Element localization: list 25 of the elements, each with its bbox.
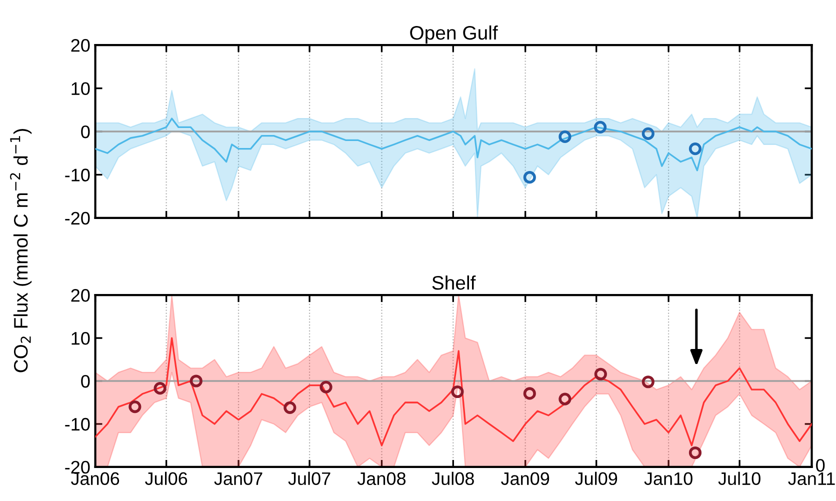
x-tick-label: Jan10 bbox=[644, 472, 692, 486]
y-tick-label: -20 bbox=[65, 460, 90, 474]
x-tick-label: Jul08 bbox=[432, 472, 474, 486]
y-tick-label: 0 bbox=[81, 125, 90, 138]
x-tick-label: Jan06 bbox=[70, 472, 120, 486]
y-tick-label: 20 bbox=[71, 39, 90, 52]
x-tick-label: Jan11 bbox=[788, 472, 835, 486]
x-tick-label: Jul10 bbox=[718, 472, 760, 486]
y-tick-label: 10 bbox=[72, 332, 90, 345]
x-tick-label: Jul07 bbox=[288, 472, 330, 486]
x-tick-label: Jul06 bbox=[145, 472, 188, 486]
x-tick-label: Jan08 bbox=[357, 472, 406, 486]
y-tick-label: -10 bbox=[65, 168, 90, 182]
x-tick-label: Jul09 bbox=[575, 472, 618, 486]
x-tick-label: Jan09 bbox=[501, 472, 550, 486]
y-tick-label: 10 bbox=[72, 82, 90, 96]
x-tick-label: Jan07 bbox=[214, 472, 262, 486]
y-tick-label: 0 bbox=[81, 374, 90, 388]
y-tick-label: -20 bbox=[65, 212, 90, 225]
y-tick-label: 20 bbox=[71, 289, 90, 302]
text: 0 bbox=[816, 458, 825, 472]
y-tick-label: -10 bbox=[65, 418, 90, 431]
chart-title: Open Gulf bbox=[410, 25, 498, 44]
chart-title: Shelf bbox=[432, 275, 476, 290]
y-axis-title: CO$_{2}$ Flux (mmol C m$^{−2}$ d$^{−1}$) bbox=[10, 129, 32, 372]
